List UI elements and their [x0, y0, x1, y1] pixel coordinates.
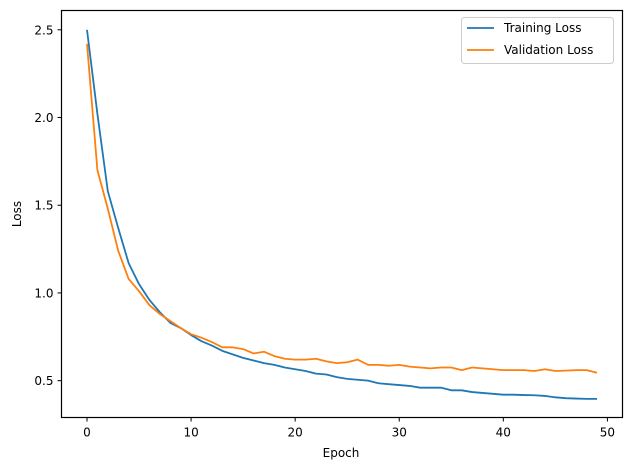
y-axis-ticks: 0.5 1.0 1.5 2.0 2.5 [34, 23, 62, 388]
x-tick-label: 30 [392, 426, 407, 440]
y-tick-label: 0.5 [34, 374, 53, 388]
legend: Training Loss Validation Loss [461, 17, 614, 64]
x-axis-label: Epoch [323, 446, 360, 460]
training-loss-line [86, 29, 597, 400]
legend-label-training: Training Loss [503, 21, 581, 35]
x-tick-label: 10 [183, 426, 198, 440]
x-tick-label: 20 [288, 426, 303, 440]
legend-box [461, 17, 614, 64]
y-tick-label: 1.0 [34, 286, 53, 300]
plot-lines [86, 29, 598, 400]
y-tick-label: 2.0 [34, 111, 53, 125]
legend-label-validation: Validation Loss [504, 43, 593, 57]
x-tick-label: 40 [496, 426, 511, 440]
x-tick-label: 0 [83, 426, 91, 440]
validation-loss-line [86, 43, 598, 374]
x-axis-ticks: 0 10 20 30 40 50 [83, 417, 615, 440]
y-tick-label: 1.5 [34, 199, 53, 213]
axes-frame [60, 9, 624, 419]
x-tick-label: 50 [600, 426, 615, 440]
y-axis-label: Loss [10, 201, 24, 227]
y-tick-label: 2.5 [34, 23, 53, 37]
